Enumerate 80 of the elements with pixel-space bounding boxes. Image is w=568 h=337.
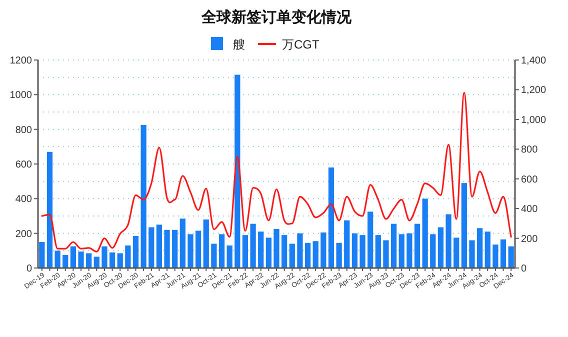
bar — [62, 255, 68, 268]
bar — [46, 152, 53, 268]
bar — [39, 242, 45, 268]
bar — [211, 244, 217, 268]
bar — [125, 245, 131, 268]
bar — [406, 233, 412, 268]
bar — [132, 236, 139, 268]
bar — [188, 234, 194, 268]
y2-tick-label: 400 — [521, 204, 538, 216]
bar — [414, 224, 420, 268]
bar — [164, 230, 170, 268]
bar — [454, 238, 460, 268]
bar — [289, 244, 295, 268]
bar — [274, 229, 280, 268]
bar — [360, 235, 366, 268]
bar — [368, 212, 374, 268]
legend-label: 艘 — [233, 38, 245, 52]
bar — [312, 241, 318, 268]
y-tick-label: 1000 — [10, 90, 32, 102]
bar — [446, 214, 452, 268]
y-tick-label: 1200 — [10, 56, 32, 66]
bar — [140, 125, 146, 268]
bar — [383, 240, 389, 268]
bar — [180, 218, 186, 268]
bar — [469, 240, 475, 268]
y2-tick-label: 600 — [521, 174, 538, 186]
bar — [218, 234, 225, 268]
y2-tick-label: 1,000 — [521, 114, 546, 126]
bar — [438, 227, 444, 268]
bar — [234, 74, 240, 268]
bar — [70, 246, 76, 268]
bar — [250, 224, 256, 268]
y-tick-label: 800 — [15, 124, 32, 136]
bar — [476, 228, 483, 268]
bar — [148, 227, 154, 268]
bar — [94, 256, 100, 268]
y2-tick-label: 1,200 — [521, 85, 546, 96]
y2-tick-label: 200 — [521, 234, 538, 245]
bar — [508, 246, 514, 268]
bar — [195, 230, 202, 268]
bar — [304, 242, 311, 268]
bar — [156, 224, 162, 268]
bar — [54, 250, 60, 268]
bar — [390, 224, 397, 268]
bar — [86, 253, 92, 268]
bar — [484, 232, 490, 268]
bar — [282, 235, 288, 268]
chart-title: 全球新签订单变化情况 — [200, 8, 352, 26]
bar — [266, 238, 272, 268]
bar — [226, 245, 232, 268]
y-tick-label: 0 — [26, 264, 32, 274]
bar — [492, 244, 498, 268]
y2-tick-label: 0 — [521, 264, 527, 274]
y-tick-label: 200 — [15, 228, 32, 240]
bar — [430, 234, 436, 268]
bar — [328, 167, 334, 268]
bar — [461, 183, 467, 268]
y2-tick-label: 1,400 — [521, 56, 546, 66]
bar — [109, 252, 116, 268]
y2-tick-label: 800 — [521, 144, 538, 156]
bar — [500, 239, 506, 268]
bar — [203, 219, 209, 268]
bar — [258, 232, 264, 268]
bar — [422, 198, 428, 268]
bar — [344, 220, 350, 268]
bar — [297, 233, 303, 268]
bar — [320, 232, 326, 268]
bar — [352, 233, 358, 268]
bar — [398, 234, 404, 268]
bar — [336, 242, 342, 268]
line-series — [41, 92, 512, 252]
bar — [117, 253, 123, 268]
bar — [102, 246, 108, 268]
y-tick-label: 400 — [15, 194, 32, 206]
y-tick-label: 600 — [15, 160, 32, 170]
bar — [375, 235, 381, 268]
bar — [242, 235, 248, 268]
bar — [78, 252, 84, 268]
bar — [172, 230, 178, 268]
legend-label: 万CGT — [282, 38, 320, 52]
